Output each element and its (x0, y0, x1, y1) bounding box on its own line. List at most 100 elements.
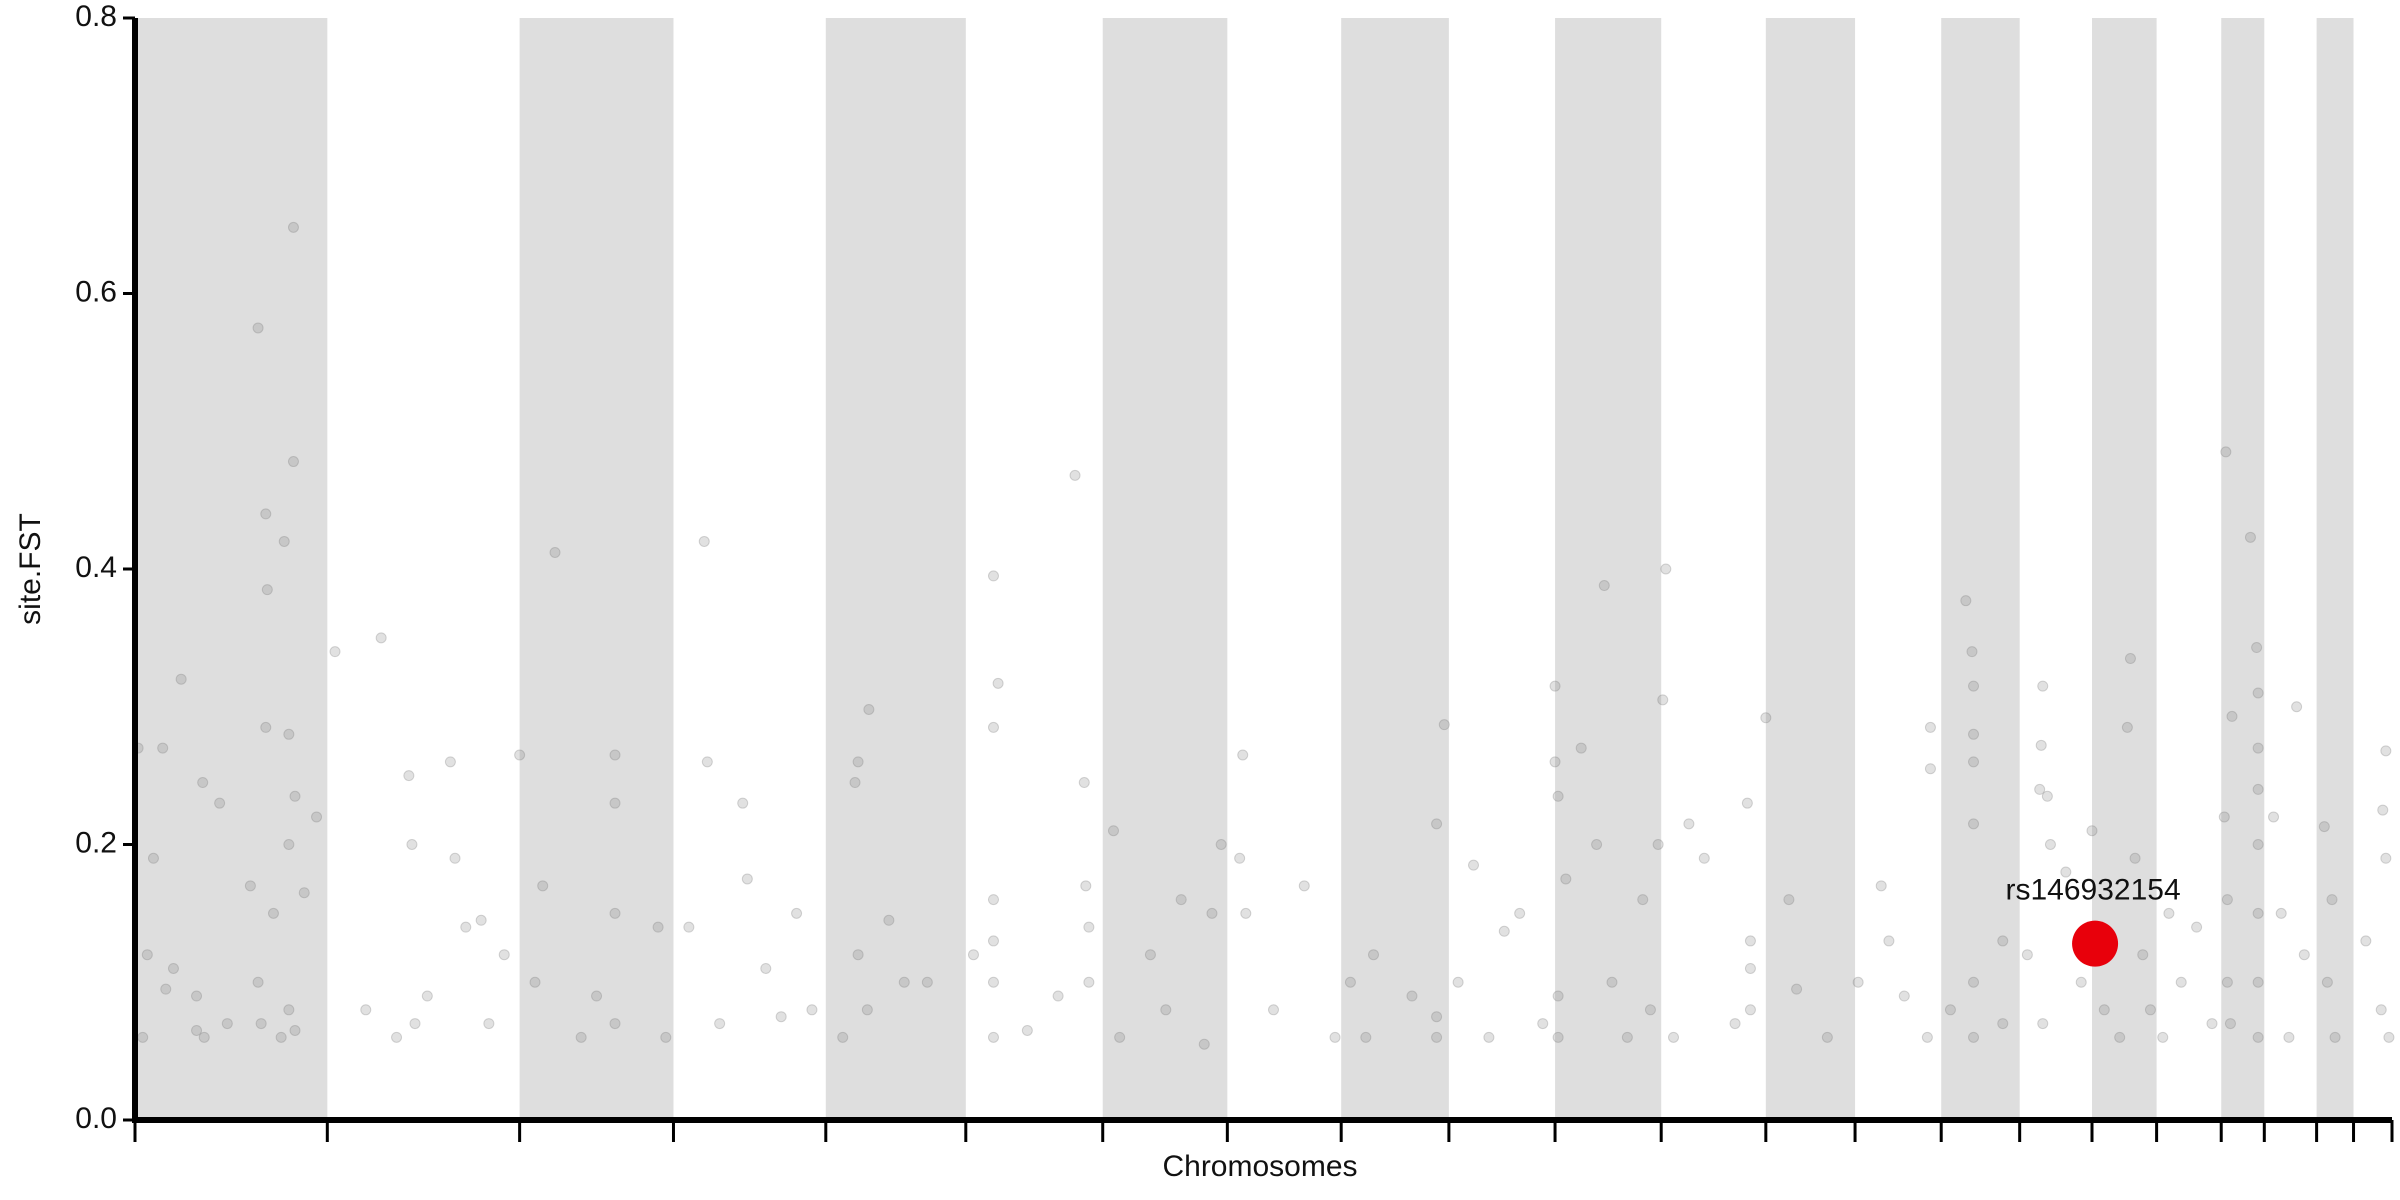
snp-point (1431, 818, 1443, 830)
snp-point (287, 456, 299, 468)
snp-point (1657, 694, 1669, 706)
snp-point (1997, 1018, 2009, 1030)
snp-point (2034, 783, 2046, 795)
snp-point (275, 1031, 287, 1043)
snp-point (791, 907, 803, 919)
snp-point (403, 770, 415, 782)
snp-point (1298, 880, 1310, 892)
snp-point (147, 852, 159, 864)
snp-point (1744, 935, 1756, 947)
snp-point (741, 873, 753, 885)
snp-point (2218, 811, 2230, 823)
snp-point (1537, 1018, 1549, 1030)
snp-point (1560, 873, 1572, 885)
snp-point (278, 535, 290, 547)
snp-point (1968, 728, 1980, 740)
snp-point (2252, 976, 2264, 988)
snp-point (1921, 1031, 1933, 1043)
snp-point (2221, 976, 2233, 988)
snp-point (883, 914, 895, 926)
snp-point (837, 1031, 849, 1043)
snp-point (514, 749, 526, 761)
snp-point (987, 570, 999, 582)
snp-point (760, 962, 772, 974)
snp-point (406, 839, 418, 850)
chromosome-band (2221, 18, 2265, 1120)
snp-point (2380, 745, 2392, 757)
y-axis-label: site.FST (14, 513, 47, 625)
snp-point (2075, 976, 2087, 988)
snp-point (391, 1031, 403, 1043)
snp-point (1206, 907, 1218, 919)
snp-point (298, 887, 310, 899)
snp-point (360, 1004, 372, 1016)
snp-point (714, 1018, 726, 1030)
snp-point (483, 1018, 495, 1030)
snp-point (1240, 907, 1252, 919)
snp-point (549, 546, 561, 558)
snp-point (2037, 680, 2049, 692)
snp-point (806, 1004, 818, 1016)
snp-point (157, 742, 169, 754)
y-tick-label: 0.4 (75, 551, 117, 584)
snp-point (1606, 976, 1618, 988)
snp-point (1552, 990, 1564, 1002)
snp-point (1237, 749, 1249, 761)
snp-point (287, 221, 299, 233)
snp-point (575, 1031, 587, 1043)
snp-point (1483, 1031, 1495, 1043)
chromosome-band (519, 18, 674, 1120)
chromosome-band (825, 18, 966, 1120)
snp-point (1431, 1011, 1443, 1023)
snp-point (1960, 595, 1972, 607)
snp-point (2283, 1031, 2295, 1043)
snp-point (1368, 949, 1380, 961)
chromosome-band (1102, 18, 1228, 1120)
snp-point (921, 976, 933, 988)
chromosome-band (135, 18, 328, 1120)
snp-point (2251, 642, 2263, 654)
snp-point (1069, 469, 1081, 481)
snp-point (987, 894, 999, 906)
snp-point (1668, 1031, 1680, 1043)
snp-point (683, 921, 695, 933)
snp-point (2252, 742, 2264, 754)
snp-point (2191, 921, 2203, 933)
snp-point (1107, 825, 1119, 837)
snp-point (2157, 1031, 2169, 1043)
chromosome-band (1941, 18, 2020, 1120)
snp-point (1968, 756, 1980, 768)
snp-point (460, 921, 472, 933)
snp-point (2291, 701, 2303, 713)
snp-point (1360, 1031, 1372, 1043)
snp-point (252, 976, 264, 988)
snp-point (852, 949, 864, 961)
chromosome-band (2316, 18, 2354, 1120)
snp-point (1431, 1031, 1443, 1043)
snp-point (444, 756, 456, 768)
snp-point (529, 976, 541, 988)
snp-point (1552, 1031, 1564, 1043)
snp-point (260, 721, 272, 733)
snp-point (2144, 1004, 2156, 1016)
snp-point (1944, 1004, 1956, 1016)
snp-point (191, 1024, 203, 1036)
snp-point (1660, 563, 1672, 575)
snp-point (221, 1018, 233, 1030)
snp-point (2377, 804, 2389, 816)
snp-point (2383, 1031, 2395, 1043)
chromosome-band (1555, 18, 1662, 1120)
snp-point (2114, 1031, 2126, 1043)
snp-point (289, 790, 301, 802)
snp-point (660, 1031, 672, 1043)
snp-point (1966, 646, 1978, 658)
snp-point (987, 976, 999, 988)
snp-point (1175, 894, 1187, 906)
snp-point (1821, 1031, 1833, 1043)
snp-point (2252, 839, 2264, 850)
snp-point (2329, 1031, 2341, 1043)
snp-point (591, 990, 603, 1002)
snp-point (1234, 852, 1246, 864)
snp-point (1021, 1024, 1033, 1036)
